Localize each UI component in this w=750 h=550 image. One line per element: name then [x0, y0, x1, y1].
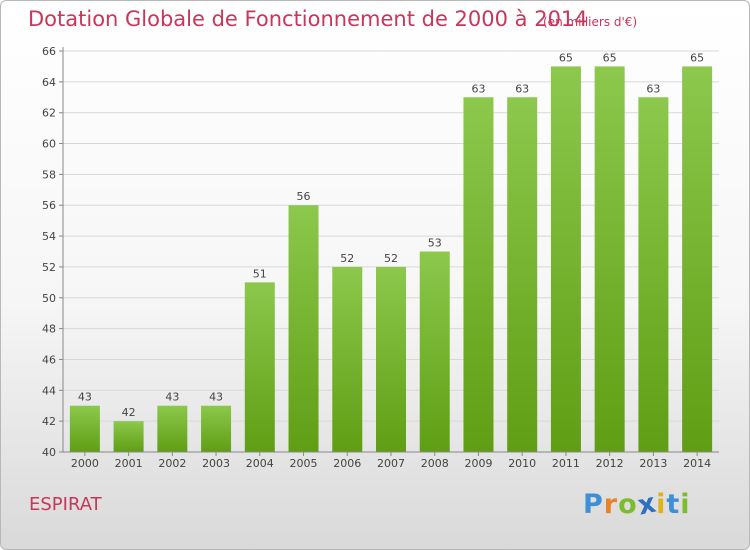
value-label: 43 — [78, 391, 92, 404]
logo-letter: r — [603, 489, 619, 520]
logo-letter: t — [666, 489, 681, 520]
value-label: 43 — [209, 391, 223, 404]
bar — [113, 421, 144, 452]
x-tick-label: 2013 — [639, 457, 667, 470]
bar — [550, 66, 581, 452]
value-label: 65 — [603, 51, 617, 64]
bar — [376, 266, 406, 452]
bar — [682, 66, 713, 452]
x-tick-label: 2003 — [202, 457, 230, 470]
y-tick-label: 58 — [42, 168, 56, 181]
value-label: 63 — [646, 82, 660, 95]
x-tick-label: 2004 — [246, 457, 274, 470]
y-tick-label: 48 — [42, 323, 56, 336]
x-tick-label: 2011 — [552, 457, 580, 470]
value-label: 63 — [515, 82, 529, 95]
logo-letter: i — [680, 489, 691, 520]
bar — [332, 266, 363, 452]
x-tick-label: 2010 — [508, 457, 536, 470]
bar — [157, 405, 188, 452]
x-tick-label: 2009 — [464, 457, 492, 470]
x-tick-label: 2001 — [115, 457, 143, 470]
bars: 43 42 43 43 51 56 52 52 53 63 63 65 65 63 65 — [69, 51, 713, 453]
x-tick-label: 2000 — [71, 457, 99, 470]
bar — [69, 405, 100, 452]
logo-letter: P — [583, 489, 604, 520]
y-tick-label: 66 — [42, 45, 56, 58]
x-tick-label: 2006 — [333, 457, 361, 470]
bar — [288, 205, 319, 452]
bar — [201, 405, 232, 452]
value-label: 56 — [297, 190, 311, 203]
x-tick-label: 2012 — [596, 457, 624, 470]
chart-subtitle: (en milliers d'€) — [543, 15, 638, 29]
value-label: 65 — [559, 51, 573, 64]
y-tick-label: 56 — [42, 199, 56, 212]
value-label: 43 — [165, 391, 179, 404]
chart-title: Dotation Globale de Fonctionnement de 20… — [28, 7, 588, 31]
bar — [507, 97, 538, 453]
bar — [463, 97, 494, 453]
value-label: 52 — [340, 252, 354, 265]
x-tick-label: 2005 — [290, 457, 318, 470]
bar — [419, 251, 450, 452]
value-label: 52 — [384, 252, 398, 265]
y-tick-label: 62 — [42, 107, 56, 120]
y-tick-label: 50 — [42, 292, 56, 305]
value-label: 51 — [253, 267, 267, 280]
y-tick-label: 42 — [42, 415, 56, 428]
y-tick-label: 40 — [42, 446, 56, 459]
y-tick-label: 60 — [42, 138, 56, 151]
x-tick-label: 2007 — [377, 457, 405, 470]
logo-letter: o — [618, 489, 638, 520]
proxiti-logo: Proxiti — [583, 487, 691, 521]
logo-letter: i — [656, 489, 667, 520]
bar — [638, 97, 669, 453]
axes: 40 42 44 46 48 50 52 54 56 58 60 62 64 66 2000 2001 2002… — [42, 45, 719, 470]
x-tick-label: 2002 — [158, 457, 186, 470]
x-tick-label: 2008 — [421, 457, 449, 470]
y-tick-label: 52 — [42, 261, 56, 274]
value-label: 42 — [122, 406, 136, 419]
y-tick-label: 64 — [42, 76, 56, 89]
value-label: 65 — [690, 51, 704, 64]
y-tick-label: 46 — [42, 353, 56, 366]
x-tick-label: 2014 — [683, 457, 711, 470]
value-label: 53 — [428, 237, 442, 250]
y-tick-label: 54 — [42, 230, 56, 243]
value-label: 63 — [471, 82, 485, 95]
bar — [594, 66, 625, 452]
bar — [244, 282, 275, 452]
y-tick-label: 44 — [42, 384, 56, 397]
commune-name: ESPIRAT — [29, 494, 102, 515]
